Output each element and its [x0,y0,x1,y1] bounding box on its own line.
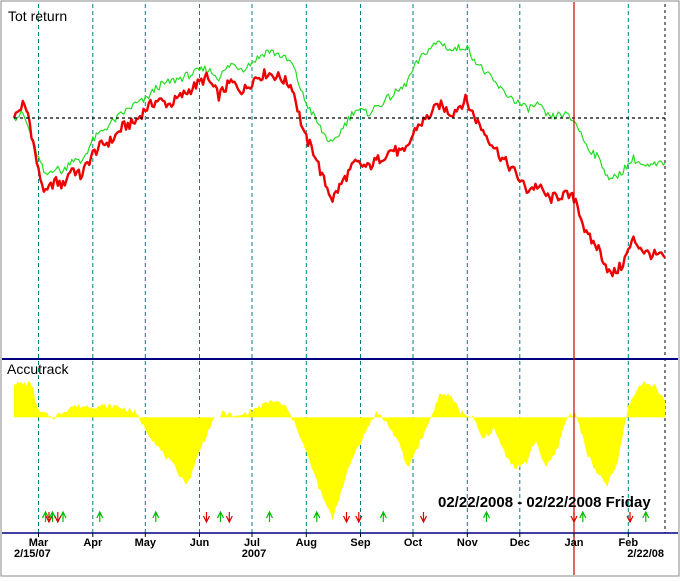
month-tick-label: Oct [404,537,423,549]
series-green-line [13,40,666,181]
year-label: 2007 [242,548,266,560]
accutrack-label: Accutrack [7,361,69,377]
start-date-label: 2/15/07 [14,548,51,560]
month-tick-label: Dec [510,537,530,549]
sell-signal-marker [355,512,363,524]
buy-signal-marker [642,510,650,522]
buy-signal-marker [482,510,491,522]
sell-signal-marker [419,512,428,524]
month-tick-label: Nov [457,537,479,549]
month-tick-label: Apr [83,537,103,549]
buy-signal-marker [59,510,67,522]
sell-signal-marker [626,512,634,524]
buy-signal-marker [379,510,387,522]
sell-signal-marker [202,512,211,524]
month-tick-label: May [135,537,157,549]
month-tick-label: Feb [619,537,639,549]
sell-signal-marker [342,512,351,524]
buy-signal-marker [48,510,57,522]
month-tick-label: Jan [565,537,584,549]
month-tick-label: Aug [296,537,317,549]
buy-signal-marker [579,510,587,522]
month-tick-label: Sep [350,537,370,549]
accutrack-fill [14,380,665,521]
tot-return-label: Tot return [8,8,67,24]
buy-signal-marker [152,510,160,522]
series-red-line [12,68,666,278]
sell-signal-marker [225,512,233,524]
month-tick-label: Mar [29,537,49,549]
x-axis-tick-labels: Mar Apr May Jun Jul Aug Sep Oct Nov Dec Jan Feb [29,533,639,549]
sell-signal-marker [570,512,578,524]
buy-signal-marker [96,510,104,522]
tot-return-lines [12,40,666,278]
signal-markers [41,510,650,524]
accutrack-area [14,380,665,521]
date-range-readout: 02/22/2008 - 02/22/2008 Friday [438,494,651,511]
buy-signal-marker [265,510,274,522]
buy-signal-marker [313,510,321,522]
month-tick-label: Jul [244,537,260,549]
buy-signal-marker [41,510,50,522]
sell-signal-marker [45,512,53,524]
end-date-label: 2/22/08 [627,548,664,560]
month-gridlines [38,4,666,533]
buy-signal-marker [216,510,225,522]
month-tick-label: Jun [190,537,210,549]
sell-signal-marker [54,512,62,524]
